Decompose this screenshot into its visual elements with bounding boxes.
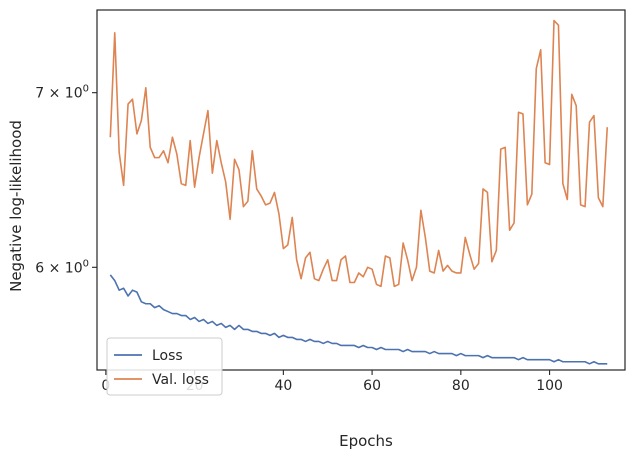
legend-box [106, 337, 223, 396]
x-tick-label: 60 [363, 378, 381, 394]
y-tick-label: 7 × 100 [35, 84, 89, 102]
x-tick-label: 80 [452, 378, 470, 394]
legend-label-loss: Loss [152, 348, 183, 364]
legend: Loss Val. loss [106, 337, 223, 396]
y-axis-label: Negative log-likelihood [7, 120, 25, 292]
x-tick-label: 0 [101, 378, 110, 394]
series-layer [109, 19, 609, 365]
plot-frame [96, 9, 626, 371]
series-line-loss [109, 274, 608, 365]
x-tick-label: 40 [274, 378, 292, 394]
plot-area [96, 9, 626, 371]
x-axis-label: Epochs [339, 432, 393, 450]
x-tick-label: 100 [536, 378, 563, 394]
legend-label-val-loss: Val. loss [152, 372, 209, 388]
series-line-val-loss [109, 19, 609, 288]
y-tick-label: 6 × 100 [35, 258, 89, 276]
